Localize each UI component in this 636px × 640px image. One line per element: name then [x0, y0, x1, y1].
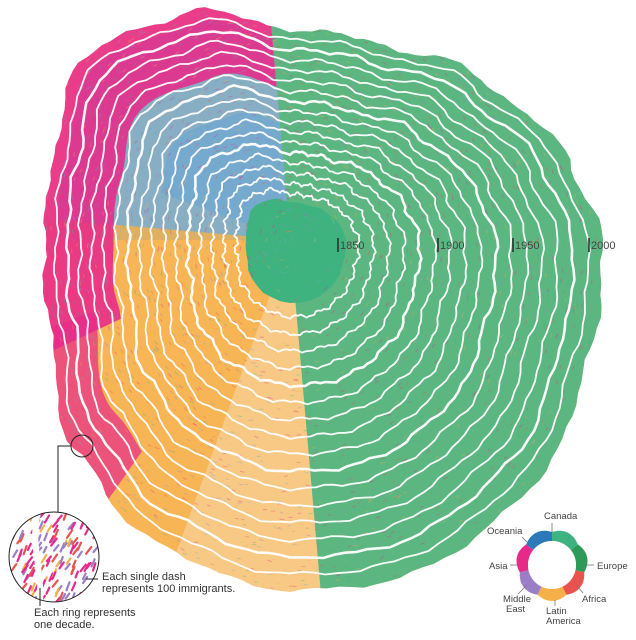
- legend-label-canada: Canada: [544, 511, 578, 522]
- ring-note: Each ring represents one decade.: [34, 607, 136, 631]
- ring-note-line-1: Each ring represents: [34, 607, 136, 619]
- region-legend: Canada Europe Africa Latin America Middle…: [487, 511, 628, 627]
- legend-swatch-latin-america: [537, 586, 567, 601]
- dash-note: Each single dash represents 100 immigran…: [102, 571, 235, 595]
- dash-note-line-2: represents 100 immigrants.: [102, 583, 236, 595]
- year-label-2000: 2000: [591, 240, 615, 252]
- ring-note-line-2: one decade.: [34, 619, 95, 631]
- year-label-1900: 1900: [440, 240, 464, 252]
- tree-ring-body: [42, 6, 604, 592]
- legend-swatch-oceania: [526, 530, 552, 550]
- magnifier-circle: [8, 511, 100, 603]
- legend-label-africa: Africa: [582, 594, 607, 605]
- year-label-1950: 1950: [515, 240, 539, 252]
- legend-label-latin-america: Latin America: [546, 606, 582, 627]
- dash-note-line-1: Each single dash: [102, 571, 186, 583]
- legend-label-europe: Europe: [597, 561, 628, 572]
- legend-swatch-middle-east: [519, 570, 542, 595]
- timeline-axis: 1850 1900 1950 2000: [337, 238, 615, 252]
- magnifier-connector: [57, 445, 71, 512]
- legend-label-middle-east: Middle East: [503, 594, 531, 615]
- legend-swatch-europe: [570, 544, 588, 573]
- region-sectors: [42, 6, 604, 592]
- legend-label-oceania: Oceania: [487, 526, 523, 537]
- year-label-1850: 1850: [340, 240, 364, 252]
- legend-swatch-canada: [552, 530, 578, 550]
- legend-swatch-asia: [516, 544, 534, 573]
- legend-label-asia: Asia: [489, 561, 508, 572]
- decade-rings: [40, 5, 605, 595]
